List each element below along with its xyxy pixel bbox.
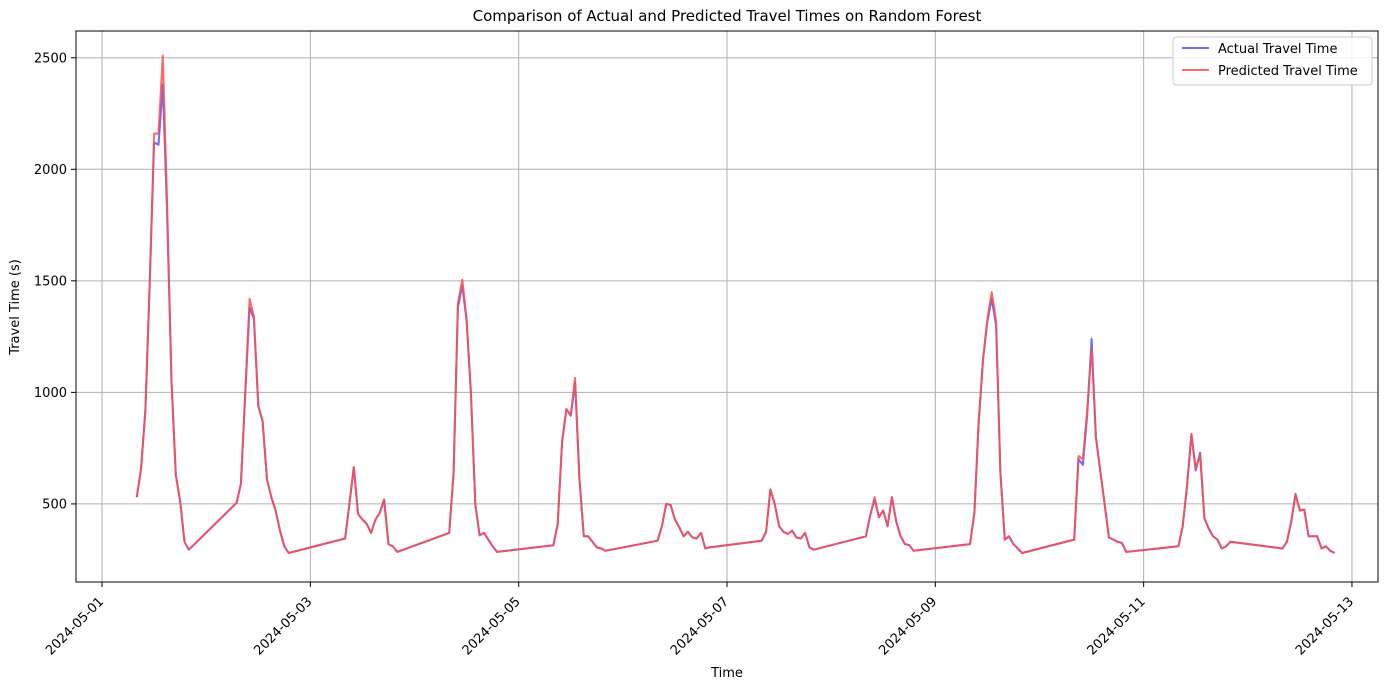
y-tick-label: 1000 xyxy=(34,386,67,401)
chart-title: Comparison of Actual and Predicted Trave… xyxy=(473,7,982,25)
y-tick-label: 500 xyxy=(42,497,67,512)
series-line-predicted xyxy=(135,54,1336,554)
plot-lines xyxy=(135,54,1336,554)
y-tick-label: 2500 xyxy=(34,51,67,66)
y-tick-label: 1500 xyxy=(34,274,67,289)
y-axis-label: Travel Time (s) xyxy=(8,259,23,356)
legend-label-actual: Actual Travel Time xyxy=(1218,42,1337,57)
legend-label-predicted: Predicted Travel Time xyxy=(1218,64,1358,79)
grid xyxy=(76,31,1378,582)
legend-box xyxy=(1172,36,1373,86)
x-axis-label: Time xyxy=(710,666,743,681)
y-axis: 500 1000 1500 2000 2500 xyxy=(34,51,76,512)
y-tick-label: 2000 xyxy=(34,163,67,178)
legend: Actual Travel Time Predicted Travel Time xyxy=(1172,36,1373,86)
